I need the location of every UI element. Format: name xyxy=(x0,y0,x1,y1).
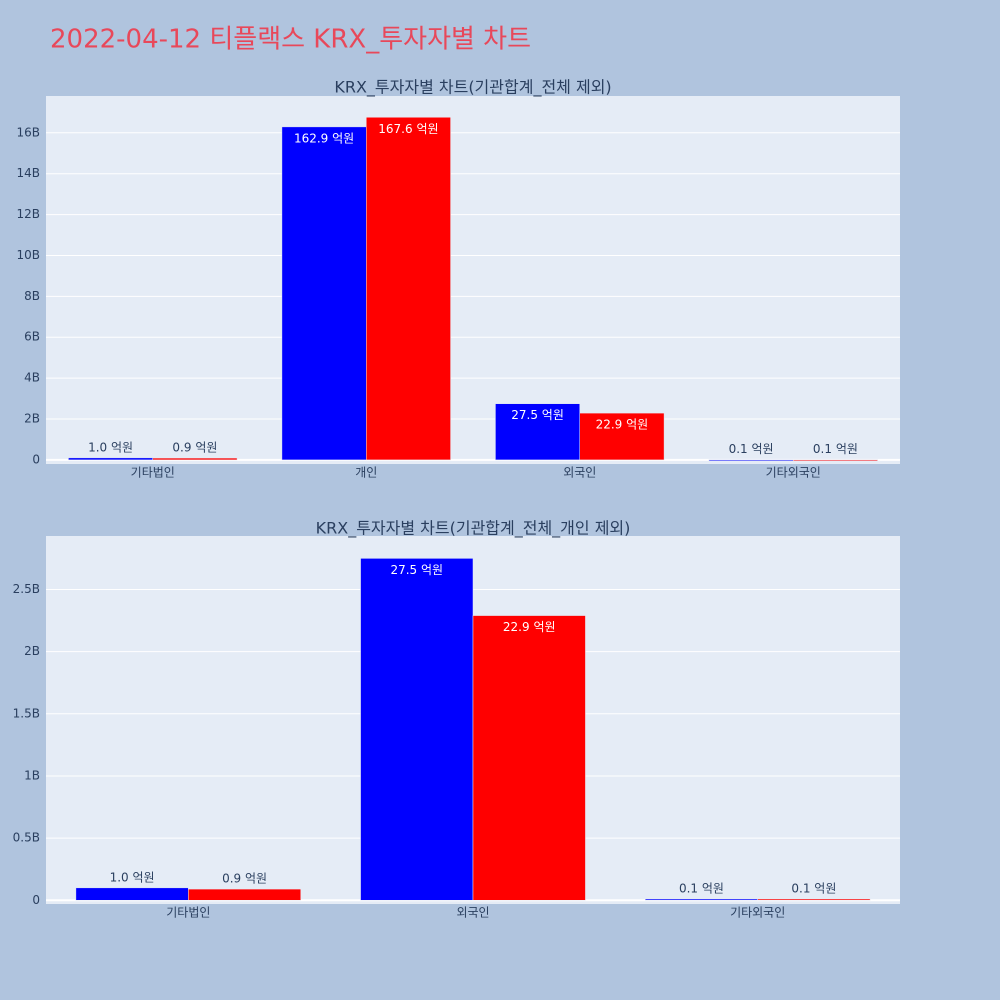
y-tick-label: 6B xyxy=(24,330,40,344)
page-title: 2022-04-12 티플랙스 KRX_투자자별 차트 xyxy=(50,25,531,55)
bar xyxy=(281,126,367,461)
y-tick-label: 12B xyxy=(16,207,40,221)
data-label: 162.9 억원 xyxy=(294,131,354,145)
x-tick-label: 외국인 xyxy=(563,466,596,480)
data-label: 27.5 억원 xyxy=(511,408,564,422)
chart-title: KRX_투자자별 차트(기관합계_전체 제외) xyxy=(334,78,611,98)
data-label: 27.5 억원 xyxy=(390,563,443,577)
y-tick-label: 10B xyxy=(16,248,40,262)
bar xyxy=(68,457,153,461)
y-tick-label: 14B xyxy=(16,166,40,180)
data-label: 0.1 억원 xyxy=(729,442,774,456)
x-tick-label: 기타외국인 xyxy=(766,466,821,480)
bar xyxy=(708,459,794,461)
bar xyxy=(579,412,665,461)
data-label: 22.9 억원 xyxy=(503,620,556,634)
bar xyxy=(360,558,474,901)
y-tick-label: 2.5B xyxy=(13,582,40,596)
bar xyxy=(793,459,878,461)
y-tick-label: 1.5B xyxy=(13,706,40,720)
x-tick-label: 기타외국인 xyxy=(730,906,785,920)
bar xyxy=(757,898,871,901)
x-tick-label: 외국인 xyxy=(456,906,489,920)
x-tick-label: 기타법인 xyxy=(166,906,210,920)
data-label: 0.1 억원 xyxy=(813,442,858,456)
data-label: 0.1 억원 xyxy=(791,882,836,896)
bar xyxy=(75,887,189,901)
bar xyxy=(366,117,451,461)
data-label: 0.9 억원 xyxy=(172,441,217,455)
y-tick-label: 2B xyxy=(24,412,40,426)
data-label: 167.6 억원 xyxy=(378,122,438,136)
y-tick-label: 8B xyxy=(24,289,40,303)
bar xyxy=(188,888,302,901)
bar xyxy=(644,898,758,901)
data-label: 0.1 억원 xyxy=(679,882,724,896)
y-tick-label: 16B xyxy=(16,125,40,139)
y-tick-label: 2B xyxy=(24,644,40,658)
bar xyxy=(472,615,586,901)
y-tick-label: 4B xyxy=(24,371,40,385)
y-tick-label: 0 xyxy=(32,452,40,466)
y-tick-label: 1B xyxy=(24,768,40,782)
y-tick-label: 0.5B xyxy=(13,831,40,845)
data-label: 1.0 억원 xyxy=(110,870,155,884)
bar xyxy=(152,457,238,461)
x-tick-label: 개인 xyxy=(355,466,377,480)
data-label: 1.0 억원 xyxy=(88,440,133,454)
chart-title: KRX_투자자별 차트(기관합계_전체_개인 제외) xyxy=(316,519,631,539)
data-label: 0.9 억원 xyxy=(222,872,267,886)
y-tick-label: 0 xyxy=(32,893,40,907)
data-label: 22.9 억원 xyxy=(596,418,649,432)
plot-area xyxy=(46,96,900,464)
x-tick-label: 기타법인 xyxy=(131,466,175,480)
bar xyxy=(495,403,581,461)
